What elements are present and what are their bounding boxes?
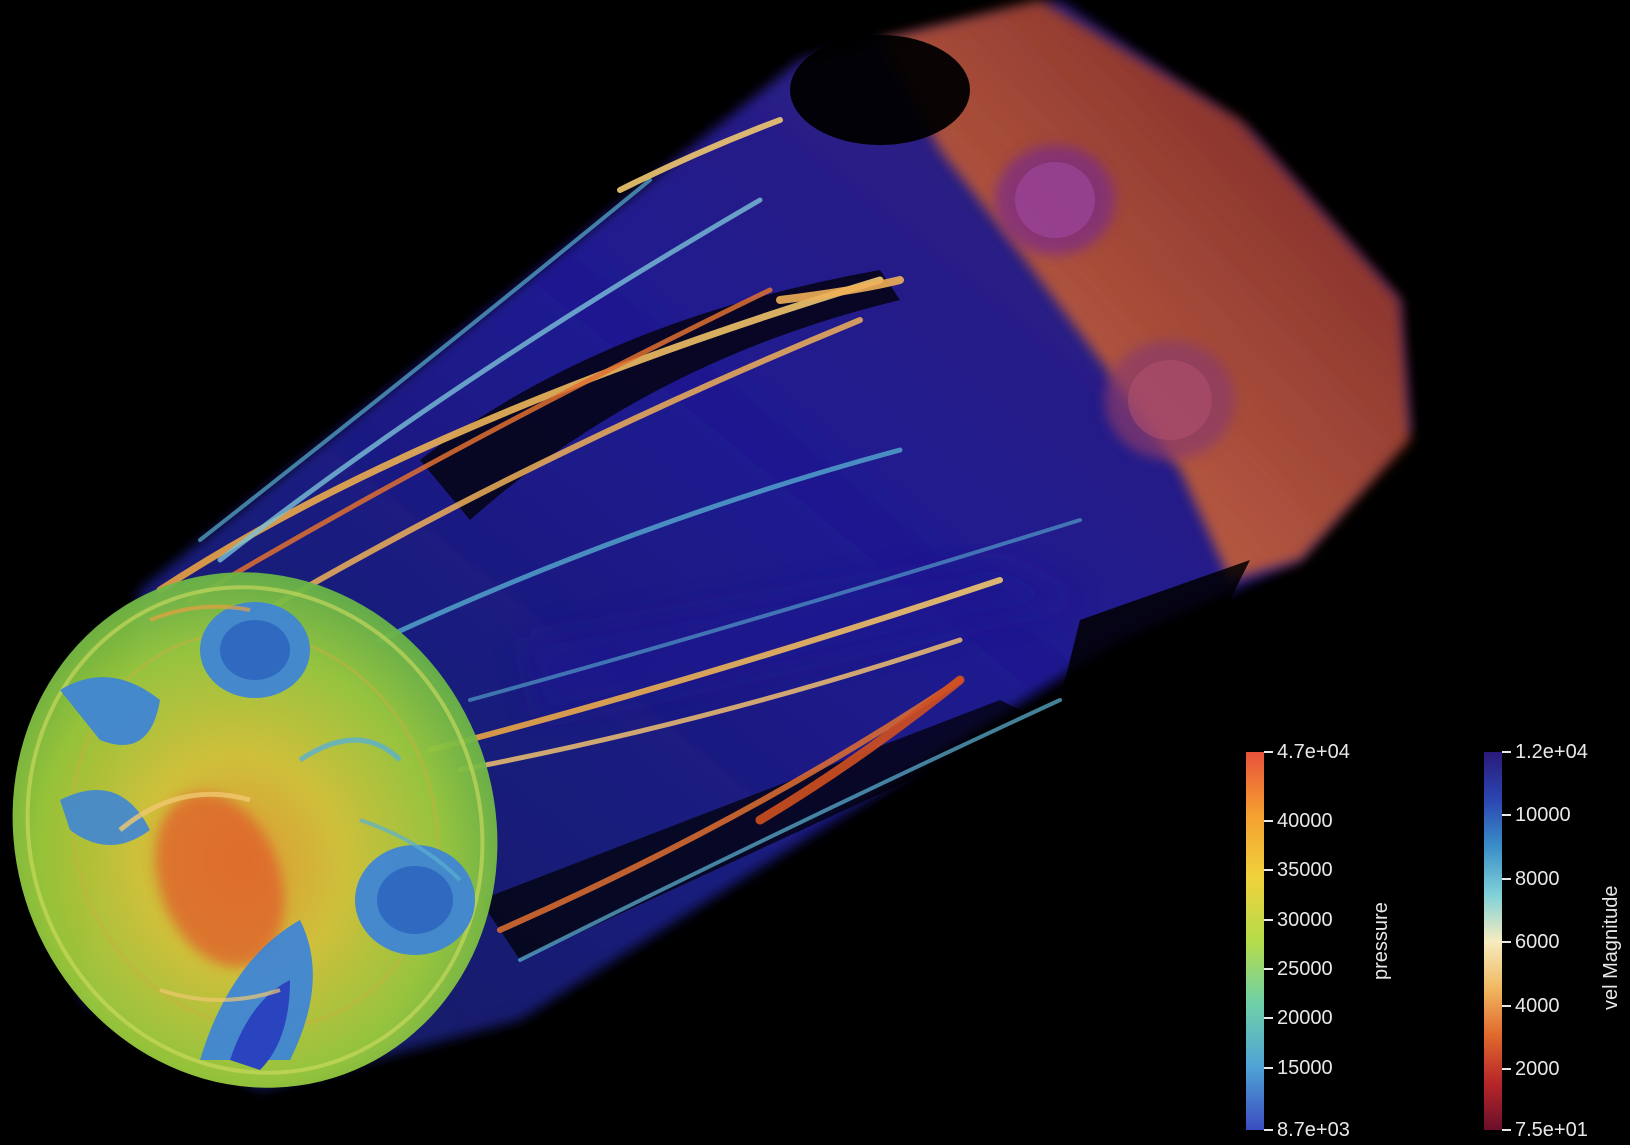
colorbar-tick-label: 6000 [1515,931,1560,954]
colorbar-tick-label: 30000 [1277,908,1333,931]
colorbar-tick-label: 20000 [1277,1007,1333,1030]
colorbar-tick-mark [1264,1017,1273,1020]
colorbar-tick-label: 7.5e+01 [1515,1119,1588,1141]
colorbar-tick-mark [1502,1067,1511,1070]
colorbar-tick-mark [1502,751,1511,753]
vel-magnitude-colorbar-title: vel Magnitude [1600,885,1622,1010]
pressure-colorbar-ticks: 4.7e+04 40000 35000 30000 25000 20000 15000 8.7… [1246,742,1406,1140]
colorbar-tick-label: 4.7e+04 [1277,741,1350,763]
velocity-streamlines [156,117,1082,962]
colorbar-tick-mark [1502,941,1511,944]
swirler-dome [12,572,498,1088]
pressure-colorbar: 4.7e+04 40000 35000 30000 25000 20000 15000 8.7… [1246,742,1626,1140]
pressure-colorbar-title: pressure [1370,902,1392,980]
colorbar-tick-label: 40000 [1277,810,1333,833]
colorbar-tick-mark [1502,877,1511,880]
colorbar-tick-mark [1264,869,1273,872]
colorbar-tick-label: 8.7e+03 [1277,1119,1350,1141]
colorbar-tick-label: 25000 [1277,958,1333,981]
colorbar-tick-label: 10000 [1515,804,1571,827]
colorbar-tick-label: 1.2e+04 [1515,741,1588,763]
colorbar-tick-mark [1502,814,1511,817]
vel-magnitude-colorbar: 1.2e+04 10000 8000 6000 4000 2000 7.5e+01 vel … [1484,742,1624,1140]
colorbar-tick-mark [1264,751,1273,753]
colorbar-tick-mark [1264,1066,1273,1069]
colorbar-tick-mark [1264,968,1273,971]
colorbar-tick-mark [1264,1129,1273,1131]
colorbar-tick-mark [1502,1129,1511,1131]
colorbar-tick-label: 35000 [1277,859,1333,882]
colorbar-tick-mark [1502,1004,1511,1007]
colorbar-tick-label: 8000 [1515,867,1560,890]
pressure-colorbar-gradient [1246,752,1264,1130]
colorbar-tick-mark [1264,820,1273,823]
colorbar-tick-label: 4000 [1515,994,1560,1017]
colorbar-tick-label: 2000 [1515,1057,1560,1080]
vel-magnitude-colorbar-ticks: 1.2e+04 10000 8000 6000 4000 2000 7.5e+01 [1484,742,1594,1140]
colorbar-tick-mark [1264,918,1273,921]
colorbar-tick-label: 15000 [1277,1056,1333,1079]
vel-magnitude-colorbar-gradient [1484,752,1502,1130]
